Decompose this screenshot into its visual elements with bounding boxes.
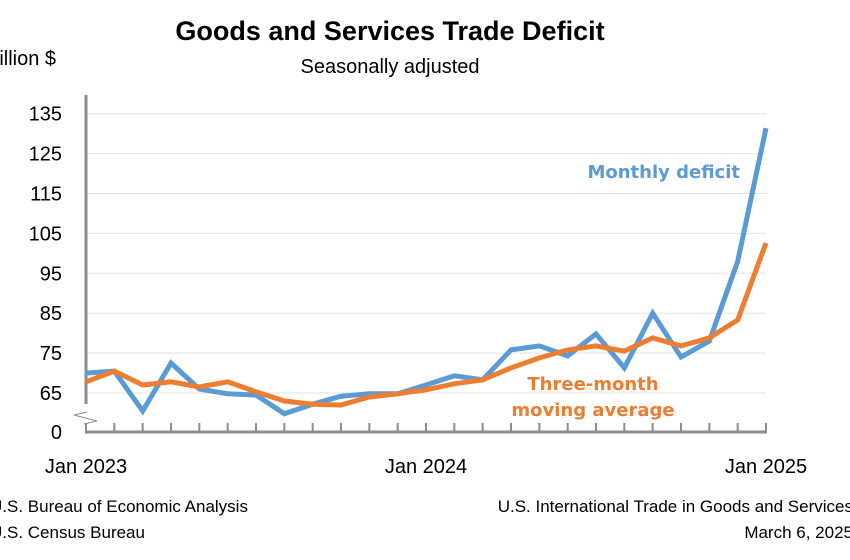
y-tick-label: 135	[29, 104, 62, 126]
x-tick-label: Jan 2025	[725, 456, 807, 478]
footer-release-1: U.S. International Trade in Goods and Se…	[497, 497, 850, 516]
y-tick-label: 95	[40, 263, 62, 285]
footer-release-2: March 6, 2025	[744, 523, 850, 542]
x-tick-label: Jan 2023	[45, 456, 127, 478]
chart-title: Goods and Services Trade Deficit	[175, 16, 605, 46]
y-tick-label: 105	[29, 223, 62, 245]
y-axis-label: Billion $	[0, 48, 57, 70]
axis-break-icon	[73, 411, 98, 425]
chart-subtitle: Seasonally adjusted	[300, 56, 480, 78]
y-tick-label: 115	[30, 184, 62, 206]
moving-average-label: moving average	[511, 400, 674, 421]
y-tick-label: 65	[40, 383, 62, 405]
y-tick-label: 85	[40, 303, 62, 325]
footer-source-1: U.S. Bureau of Economic Analysis	[0, 497, 248, 516]
moving-average-label: Three-month	[527, 374, 658, 395]
y-tick-label: 75	[40, 343, 62, 365]
series-line-moving-average	[85, 242, 769, 408]
monthly-deficit-label: Monthly deficit	[587, 162, 740, 183]
footer-source-2: U.S. Census Bureau	[0, 523, 145, 542]
x-tick-label: Jan 2024	[385, 456, 467, 478]
y-tick-label: 125	[29, 144, 62, 166]
y-tick-label: 0	[51, 422, 62, 444]
